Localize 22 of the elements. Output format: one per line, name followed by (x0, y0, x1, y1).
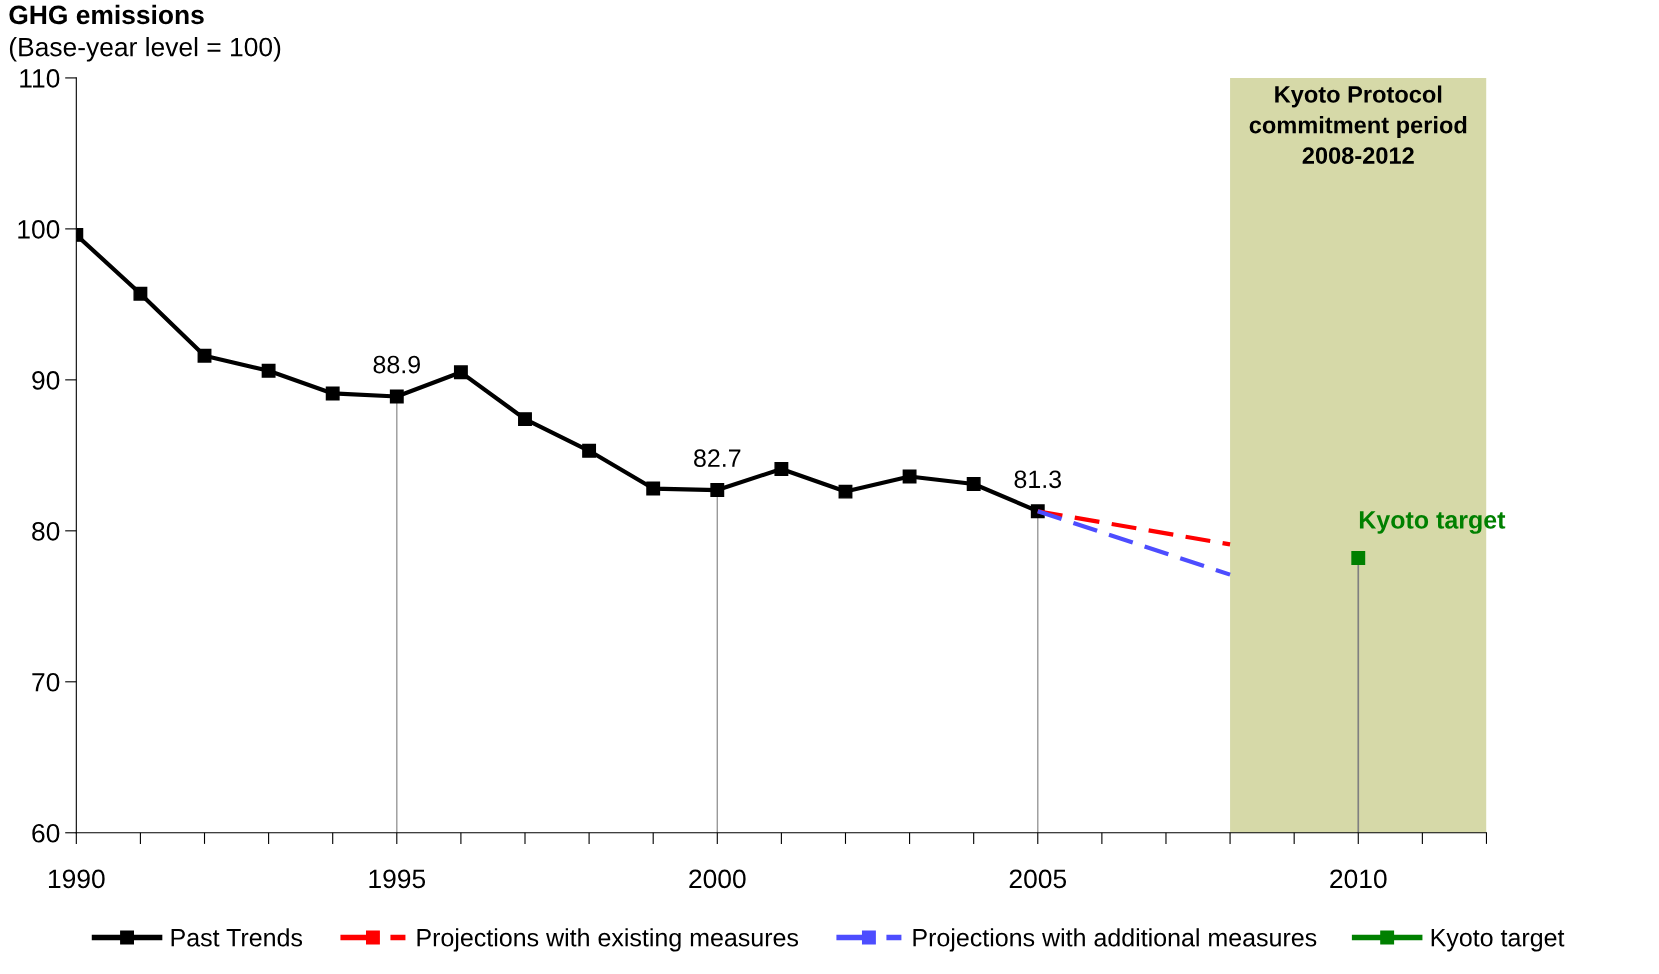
x-tick-label: 1990 (48, 869, 105, 889)
y-tick-label: 110 (20, 69, 60, 88)
data-label: 82.7 (694, 449, 741, 468)
y-tick-label: 70 (32, 672, 60, 692)
x-tick-label: 2010 (1330, 869, 1387, 889)
chart-subtitle: (Base-year level = 100) (9, 37, 281, 62)
legend-label: Past Trends (171, 928, 303, 947)
y-tick-label: 80 (32, 521, 60, 541)
x-tick-label: 1995 (369, 869, 426, 889)
chart-title: GHG emissions (9, 4, 204, 25)
data-label: 81.3 (1014, 470, 1062, 489)
legend-label: Projections with existing measures (417, 928, 799, 952)
y-tick-label: 100 (18, 220, 60, 239)
data-label: 88.9 (373, 355, 420, 374)
legend-label: Projections with additional measures (913, 928, 1317, 952)
x-tick-label: 2000 (689, 869, 746, 889)
x-tick-label: 2005 (1009, 869, 1067, 889)
legend-label: Kyoto target (1431, 929, 1565, 952)
y-tick-label: 90 (32, 370, 60, 390)
band-label: Kyoto Protocol commitment period 2008-2012 (1249, 85, 1467, 164)
y-tick-label: 60 (32, 823, 60, 843)
annotation: Kyoto target (1359, 511, 1506, 534)
